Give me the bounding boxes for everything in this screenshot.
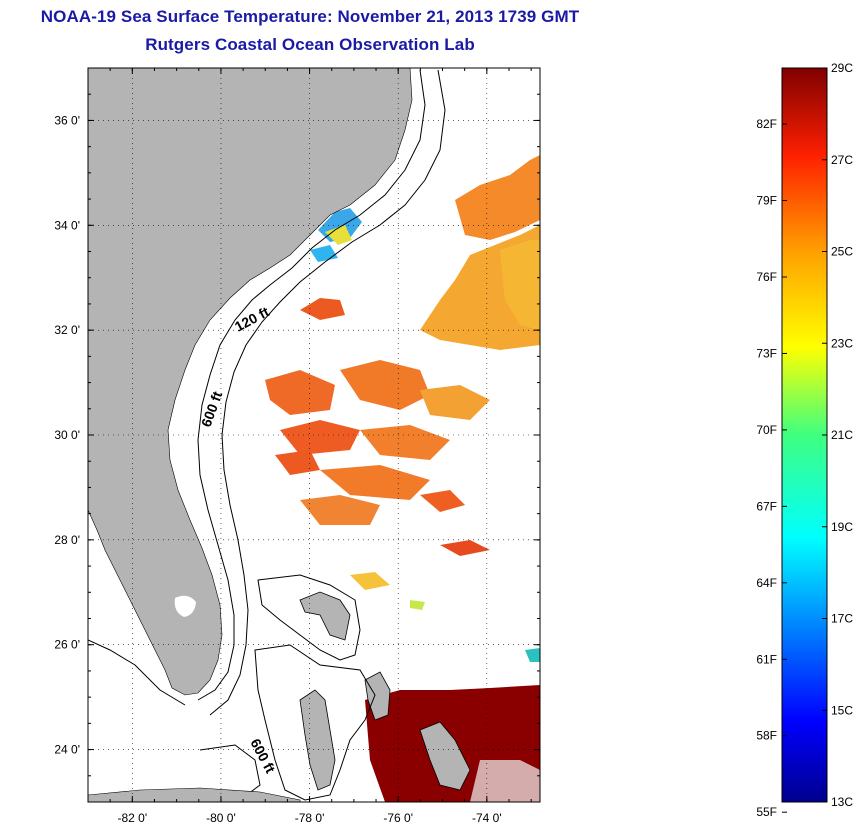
colorbar-label-fahrenheit: 73F bbox=[756, 346, 777, 360]
sst-patch bbox=[320, 465, 430, 500]
lon-tick-label: -80 0' bbox=[206, 811, 236, 825]
cloud-gap bbox=[470, 760, 540, 802]
map-title: NOAA-19 Sea Surface Temperature: Novembe… bbox=[40, 7, 580, 26]
colorbar-label-fahrenheit: 58F bbox=[756, 729, 777, 743]
sst-patch bbox=[420, 490, 465, 512]
lat-tick-label: 30 0' bbox=[54, 428, 80, 442]
bahamas-southern-islands bbox=[419, 721, 471, 791]
colorbar-label-celsius: 15C bbox=[831, 703, 853, 717]
sst-patch bbox=[350, 572, 390, 590]
colorbar-label-fahrenheit: 70F bbox=[756, 423, 777, 437]
colorbar-label-fahrenheit: 76F bbox=[756, 270, 777, 284]
us-southeast-coast-land bbox=[88, 68, 413, 696]
colorbar-label-celsius: 29C bbox=[831, 61, 853, 75]
sst-patch bbox=[440, 540, 490, 556]
lat-tick-label: 28 0' bbox=[54, 533, 80, 547]
sst-patch bbox=[420, 385, 490, 420]
contour-bahamas-bank-north bbox=[257, 574, 361, 661]
cuba-north-coast bbox=[88, 787, 301, 802]
contour-600ft bbox=[209, 69, 446, 716]
colorbar-label-celsius: 23C bbox=[831, 336, 853, 350]
lat-lon-grid bbox=[88, 68, 540, 802]
colorbar-label-celsius: 21C bbox=[831, 428, 853, 442]
map-subtitle: Rutgers Coastal Ocean Observation Lab bbox=[145, 35, 475, 54]
sst-patch-northeast-upper bbox=[455, 155, 540, 240]
sst-patch-nearshore bbox=[325, 225, 352, 245]
longitude-labels: -82 0' -80 0' -78 0' -76 0' -74 0' bbox=[117, 811, 501, 825]
bahamas-andros-island bbox=[299, 689, 336, 791]
land-layer bbox=[88, 68, 471, 791]
colorbar-label-fahrenheit: 79F bbox=[756, 194, 777, 208]
contour-bahamas-bank-great bbox=[254, 644, 376, 801]
colorbar-label-fahrenheit: 67F bbox=[756, 499, 777, 513]
sst-patch bbox=[340, 360, 430, 410]
contour-120ft bbox=[197, 69, 426, 701]
lat-tick-label: 24 0' bbox=[54, 743, 80, 757]
lat-tick-label: 32 0' bbox=[54, 323, 80, 337]
colorbar-label-fahrenheit: 61F bbox=[756, 652, 777, 666]
colorbar-label-fahrenheit: 64F bbox=[756, 576, 777, 590]
sst-patch bbox=[300, 495, 380, 525]
sst-patch bbox=[265, 370, 335, 415]
lon-tick-label: -76 0' bbox=[383, 811, 413, 825]
latitude-labels: 36 0' 34 0' 32 0' 30 0' 28 0' 26 0' 24 0' bbox=[54, 113, 80, 756]
lake-okeechobee bbox=[174, 595, 196, 617]
axis-ticks bbox=[87, 67, 540, 803]
colorbar-fahrenheit-labels: 82F 79F 76F 73F 70F 67F 64F 61F 58F 55F bbox=[756, 117, 787, 819]
bahamas-abaco-island bbox=[299, 591, 351, 641]
colorbar-label-fahrenheit: 55F bbox=[756, 805, 777, 819]
colorbar-label-celsius: 25C bbox=[831, 245, 853, 259]
sst-patch bbox=[410, 600, 425, 610]
sst-patch bbox=[280, 420, 360, 455]
lon-tick-label: -78 0' bbox=[295, 811, 325, 825]
sst-patch bbox=[275, 450, 320, 475]
contour-florida-keys bbox=[88, 639, 186, 706]
lat-tick-label: 34 0' bbox=[54, 218, 80, 232]
colorbar-label-celsius: 27C bbox=[831, 153, 853, 167]
lat-tick-label: 36 0' bbox=[54, 113, 80, 127]
colorbar-label-celsius: 19C bbox=[831, 520, 853, 534]
colorbar-label-celsius: 17C bbox=[831, 612, 853, 626]
lon-tick-label: -82 0' bbox=[117, 811, 147, 825]
sst-patch-cool bbox=[525, 648, 540, 662]
colorbar-label-fahrenheit: 82F bbox=[756, 117, 777, 131]
colorbar bbox=[781, 67, 828, 803]
sst-patch-northeast-yellow bbox=[500, 240, 540, 330]
colorbar-label-celsius: 13C bbox=[831, 795, 853, 809]
bahamas-eleuthera-island bbox=[364, 671, 391, 721]
colorbar-celsius-labels: 29C 27C 25C 23C 21C 19C 17C 15C 13C bbox=[822, 61, 853, 809]
lat-tick-label: 26 0' bbox=[54, 638, 80, 652]
lon-tick-label: -74 0' bbox=[472, 811, 502, 825]
map-plot-area: 120 ft 600 ft 600 ft bbox=[88, 68, 540, 802]
sst-patch bbox=[360, 425, 450, 460]
sst-patch bbox=[300, 298, 345, 320]
